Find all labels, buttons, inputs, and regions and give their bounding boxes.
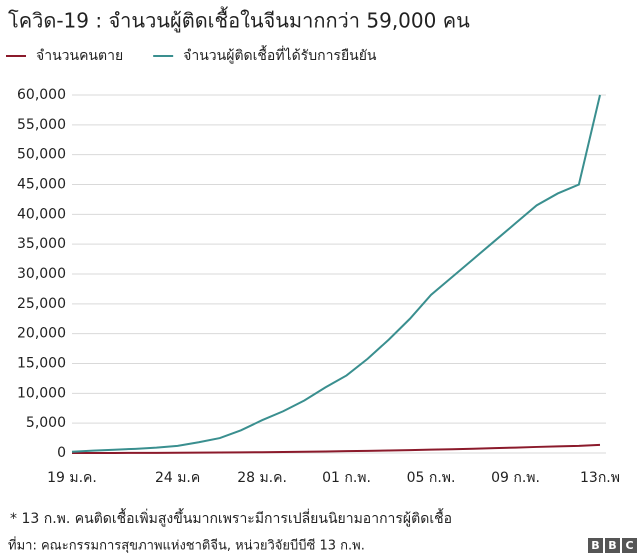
y-tick-label: 40,000 xyxy=(17,206,66,222)
y-tick-label: 15,000 xyxy=(17,356,66,372)
x-tick-label: 09 ก.พ. xyxy=(491,470,540,486)
note: * 13 ก.พ. คนติดเชื้อเพิ่มสูงขึ้นมากเพราะ… xyxy=(10,508,452,527)
y-tick-label: 20,000 xyxy=(17,326,66,342)
y-tick-label: 25,000 xyxy=(17,296,66,312)
logo-box xyxy=(605,538,620,553)
y-tick-label: 5,000 xyxy=(26,415,66,431)
logo-letter: B xyxy=(591,539,599,552)
legend-label: จำนวนผู้ติดเชื้อที่ได้รับการยืนยัน xyxy=(183,45,377,64)
x-tick-label: 28 ม.ค. xyxy=(237,470,287,486)
chart-title: โควิด-19 : จำนวนผู้ติดเชื้อในจีนมากกว่า … xyxy=(8,7,470,34)
series-line xyxy=(71,94,601,453)
y-tick-label: 30,000 xyxy=(17,266,66,282)
logo-letter: B xyxy=(608,539,616,552)
y-tick-label: 35,000 xyxy=(17,236,66,252)
x-tick-label: 05 ก.พ. xyxy=(407,470,456,486)
logo-box xyxy=(622,538,637,553)
y-tick-label: 10,000 xyxy=(17,385,66,401)
x-tick-label: 19 ม.ค. xyxy=(47,470,97,486)
y-tick-label: 55,000 xyxy=(17,117,66,133)
y-tick-label: 45,000 xyxy=(17,177,66,193)
series-line xyxy=(71,443,601,454)
x-tick-label: 13ก.พ xyxy=(580,470,620,486)
y-tick-label: 0 xyxy=(57,445,66,461)
y-tick-label: 50,000 xyxy=(17,147,66,163)
source: ที่มา: คณะกรรมการสุขภาพแห่งชาติจีน, หน่ว… xyxy=(8,537,365,554)
x-tick-label: 01 ก.พ. xyxy=(322,470,371,486)
logo-letter: C xyxy=(625,539,633,552)
legend-label: จำนวนคนตาย xyxy=(36,48,123,64)
x-tick-label: 24 ม.ค xyxy=(155,470,200,486)
y-tick-label: 60,000 xyxy=(17,87,66,103)
logo-box xyxy=(588,538,603,553)
